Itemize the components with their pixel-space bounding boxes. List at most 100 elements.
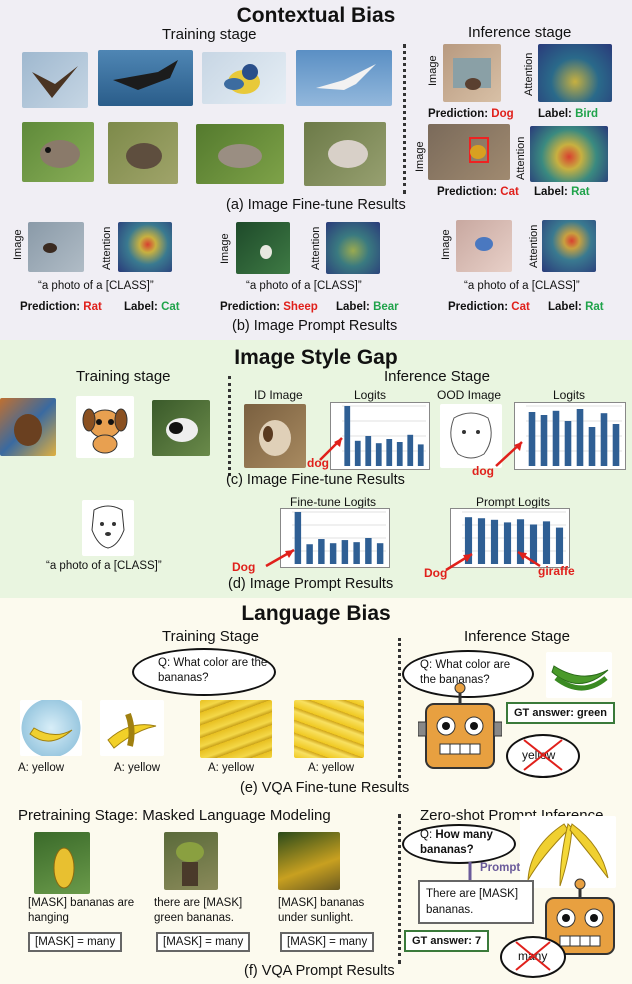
chart-bar — [540, 415, 548, 466]
inf2-label: Label: Rat — [534, 186, 590, 198]
prompt-attention-1 — [118, 222, 172, 272]
cartoon-dog-image — [76, 396, 134, 458]
inf2-prediction: Prediction: Cat — [437, 186, 519, 198]
prompt-image-3 — [456, 220, 512, 272]
chart-bar — [353, 542, 360, 564]
inf1-image-label: Image — [427, 55, 439, 86]
prompt-logits-label: Prompt Logits — [476, 495, 551, 509]
training-question-bubble: Q: What color are the bananas? — [132, 648, 276, 696]
chart-bar — [490, 519, 499, 564]
prompt-attention-2 — [326, 222, 380, 274]
bird-image-1 — [22, 52, 88, 108]
cb-divider — [403, 44, 406, 194]
chart-bar — [503, 522, 512, 564]
robot-icon-1 — [418, 682, 502, 769]
banana-image-4 — [294, 700, 364, 758]
sg-training-stage: Training stage — [76, 368, 171, 385]
giraffe-label: giraffe — [538, 564, 575, 578]
sketch-dog-image — [82, 500, 134, 556]
dog-label-3: Dog — [232, 560, 256, 574]
mlm-sentence-2: there are [MASK] green bananas. — [154, 897, 243, 924]
answer-3: A: yellow — [208, 762, 255, 774]
caption-d: (d) Image Prompt Results — [228, 576, 394, 592]
lb-divider-1 — [398, 638, 401, 778]
pretraining-stage: Pretraining Stage: Masked Language Model… — [18, 807, 331, 824]
gt-answer-7: GT answer: 7 — [404, 930, 490, 952]
inf2-attention-label: Attention — [515, 136, 527, 180]
mlm-image-3 — [278, 832, 340, 890]
chart-bar — [365, 436, 372, 466]
banana-image-1 — [20, 700, 82, 756]
id-image — [244, 404, 306, 468]
chart-bar — [306, 544, 313, 564]
rat-image-3 — [196, 124, 284, 184]
chart-bar — [365, 538, 372, 564]
caption-e: (e) VQA Fine-tune Results — [240, 780, 410, 796]
attention-map-1 — [538, 44, 612, 102]
red-arrows-bottom — [265, 548, 541, 572]
language-bias-title: Language Bias — [241, 602, 391, 625]
red-arrows-top — [319, 437, 523, 467]
contextual-bias-panel: Contextual Bias Training stage Inference… — [0, 0, 632, 340]
answer-2: A: yellow — [114, 762, 161, 774]
p2-prediction: Prediction: Sheep — [220, 301, 318, 313]
chart-bar — [318, 539, 325, 564]
language-bias-panel: Language Bias Training Stage Inference S… — [0, 598, 632, 984]
inference-image-1 — [443, 44, 501, 102]
prompt-image-2 — [236, 222, 290, 274]
yellow-banana-image — [520, 816, 616, 888]
chart-bar — [477, 518, 486, 564]
dog-label-1: dog — [307, 456, 329, 470]
chart-bar — [344, 406, 351, 466]
cb-inference-stage: Inference stage — [468, 24, 572, 41]
dog-label-2: dog — [472, 464, 494, 478]
inf1-attention-label: Attention — [523, 52, 535, 96]
chart-bar — [396, 442, 403, 466]
chart-bar — [552, 410, 560, 466]
chart-bar — [417, 444, 424, 466]
chart-bar — [600, 413, 608, 466]
chart-bar — [407, 434, 414, 466]
photo-dog-image — [152, 400, 210, 456]
bird-image-3 — [202, 52, 286, 104]
caption-b: (b) Image Prompt Results — [232, 318, 398, 334]
zero-shot-question-bubble: Q: How many bananas? — [402, 824, 516, 864]
chart-bar — [612, 424, 620, 466]
style-gap-panel: Image Style Gap Training stage Inference… — [0, 340, 632, 598]
chart-bar — [576, 409, 584, 466]
mask-answer-1: [MASK] = many — [28, 932, 123, 952]
prompt-sentence-box: There are [MASK] bananas. — [418, 880, 534, 924]
p2-attention-label: Attention — [310, 226, 322, 270]
mask-answer-2: [MASK] = many — [156, 932, 251, 952]
many-answer-bubble: many — [500, 936, 566, 978]
gt-answer-green: GT answer: green — [506, 702, 615, 724]
attention-map-2 — [530, 126, 608, 182]
caption-f: (f) VQA Prompt Results — [244, 963, 395, 979]
prompt-logits-chart — [450, 508, 570, 568]
p1-prediction: Prediction: Rat — [20, 301, 102, 313]
p1-label: Label: Cat — [124, 301, 180, 313]
finetune-logits-chart — [280, 508, 390, 568]
finetune-logits-label: Fine-tune Logits — [290, 495, 377, 509]
style-gap-title: Image Style Gap — [234, 346, 398, 369]
cb-training-stage: Training stage — [162, 26, 257, 43]
cross-icon-2 — [515, 941, 551, 971]
mlm-sentence-1: [MASK] bananas are hanging — [28, 897, 135, 924]
inference-question-text: Q: What color are the bananas? — [420, 659, 511, 686]
chart-bar — [386, 439, 393, 466]
chart-bar — [516, 519, 525, 564]
training-question-text: Q: What color are the bananas? — [158, 657, 268, 684]
zero-shot-question-text: Q: How many bananas? — [420, 829, 493, 856]
cross-icon-1 — [523, 739, 563, 771]
p1-attention-label: Attention — [101, 226, 113, 270]
id-logits-chart — [330, 402, 430, 470]
ood-logits-chart — [514, 402, 626, 470]
chart-bar — [564, 421, 572, 466]
mlm-image-2 — [164, 832, 218, 890]
painting-dog-image — [0, 398, 56, 456]
mlm-image-1 — [34, 832, 90, 894]
ood-image — [440, 404, 502, 468]
prompt-text-1: “a photo of a [CLASS]” — [38, 280, 154, 292]
inf1-prediction: Prediction: Dog — [428, 108, 514, 120]
green-banana-image — [546, 652, 612, 698]
